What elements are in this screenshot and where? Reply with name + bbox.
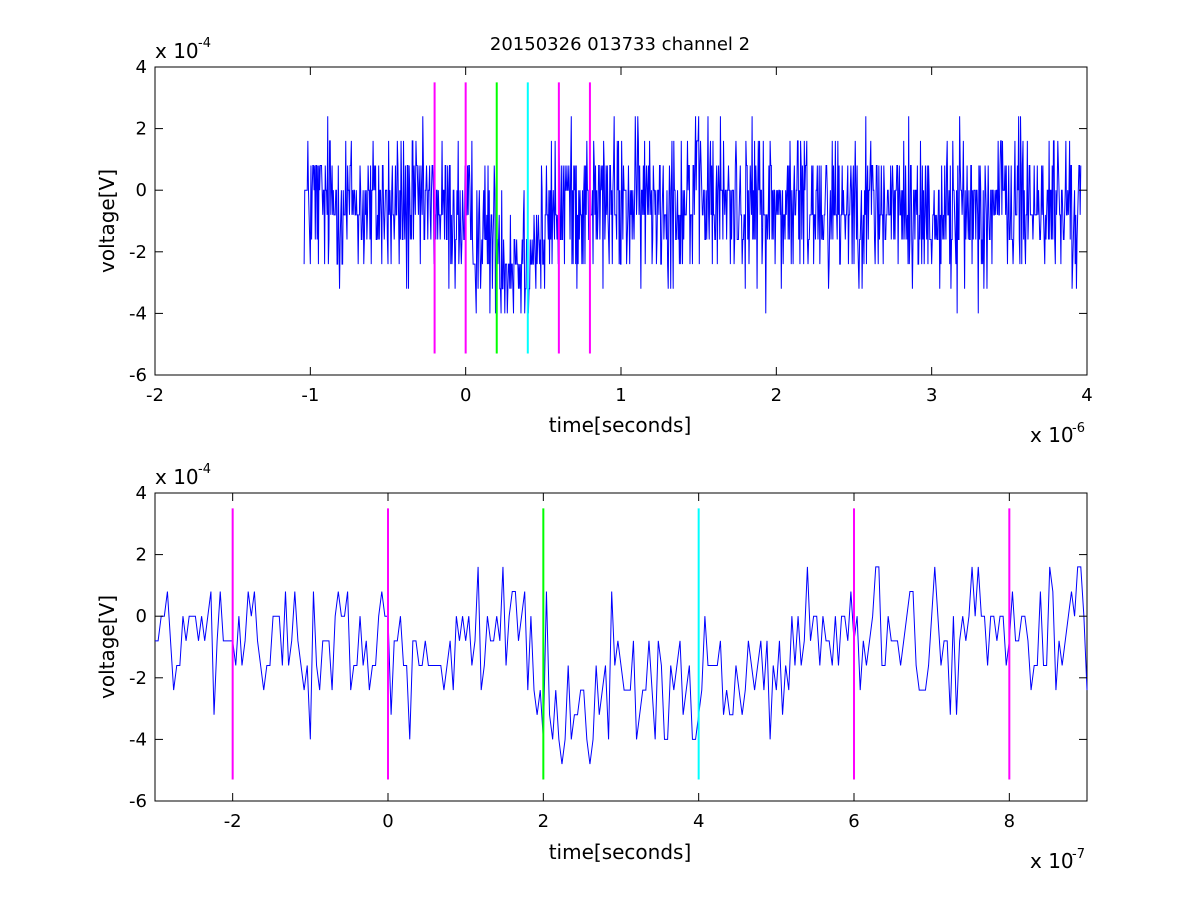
- bottom-axes-frame: [154, 492, 1088, 802]
- top-x-tick-label: 0: [460, 385, 471, 406]
- top-x-tick-label: 4: [1081, 385, 1092, 406]
- top-y-tick-label: 2: [136, 119, 147, 140]
- top-y-tick-label: -4: [129, 303, 147, 324]
- bottom-y-exponent-base: x 10: [155, 465, 199, 489]
- bottom-y-tick-label: 4: [136, 483, 147, 504]
- bottom-y-tick-label: -4: [129, 729, 147, 750]
- top-panel: -2 -1 0 1 2 3 4 -6 -4 -2 0 2 4 time[seconds] voltage…: [95, 36, 1093, 447]
- bottom-x-tick-label: 4: [693, 811, 704, 832]
- top-y-tick-label: 4: [136, 57, 147, 78]
- top-x-tick-label: 1: [615, 385, 626, 406]
- top-x-axis-label: time[seconds]: [549, 413, 692, 437]
- top-y-exponent-power: -4: [198, 36, 211, 51]
- bottom-y-tick-label: 0: [136, 606, 147, 627]
- top-y-exponent-base: x 10: [155, 39, 199, 63]
- bottom-y-exponent-power: -4: [198, 462, 211, 477]
- top-x-tick-label: 3: [926, 385, 937, 406]
- top-x-tick-label: 2: [771, 385, 782, 406]
- figure-title: 20150326 013733 channel 2: [490, 34, 750, 55]
- bottom-ticks: -2 0 2 4 6 8 -6 -4 -2 0 2 4: [129, 483, 1087, 832]
- top-signal-series-line: [303, 116, 1082, 314]
- bottom-signal-series-line: [155, 566, 1088, 765]
- bottom-y-tick-label: -6: [129, 791, 147, 812]
- bottom-y-axis-label: voltage[V]: [95, 595, 119, 699]
- bottom-y-tick-label: -2: [129, 668, 147, 689]
- bottom-x-exponent: x 10 -7: [1030, 847, 1085, 873]
- bottom-x-tick-label: 0: [382, 811, 393, 832]
- bottom-x-tick-label: -2: [224, 811, 242, 832]
- top-x-tick-label: -1: [301, 385, 319, 406]
- top-x-tick-label: -2: [146, 385, 164, 406]
- bottom-x-tick-label: 8: [1004, 811, 1015, 832]
- bottom-x-exponent-base: x 10: [1030, 849, 1074, 873]
- bottom-y-tick-label: 2: [136, 545, 147, 566]
- bottom-x-tick-label: 6: [848, 811, 859, 832]
- top-y-tick-label: -6: [129, 365, 147, 386]
- bottom-plot-area: [155, 508, 1088, 780]
- top-plot-area: [303, 82, 1082, 354]
- bottom-x-exponent-power: -7: [1072, 847, 1085, 862]
- top-y-tick-label: -2: [129, 242, 147, 263]
- bottom-x-axis-label: time[seconds]: [549, 840, 692, 864]
- top-ticks: -2 -1 0 1 2 3 4 -6 -4 -2 0 2 4: [129, 57, 1093, 406]
- top-y-tick-label: 0: [136, 180, 147, 201]
- top-y-axis-label: voltage[V]: [95, 169, 119, 273]
- top-x-exponent-base: x 10: [1030, 423, 1074, 447]
- top-y-exponent: x 10 -4: [155, 36, 211, 63]
- top-x-exponent-power: -6: [1072, 421, 1085, 436]
- bottom-panel: -2 0 2 4 6 8 -6 -4 -2 0 2 4 time[seconds] voltage[V…: [95, 462, 1088, 873]
- bottom-x-tick-label: 2: [538, 811, 549, 832]
- bottom-y-exponent: x 10 -4: [155, 462, 211, 489]
- top-x-exponent: x 10 -6: [1030, 421, 1085, 447]
